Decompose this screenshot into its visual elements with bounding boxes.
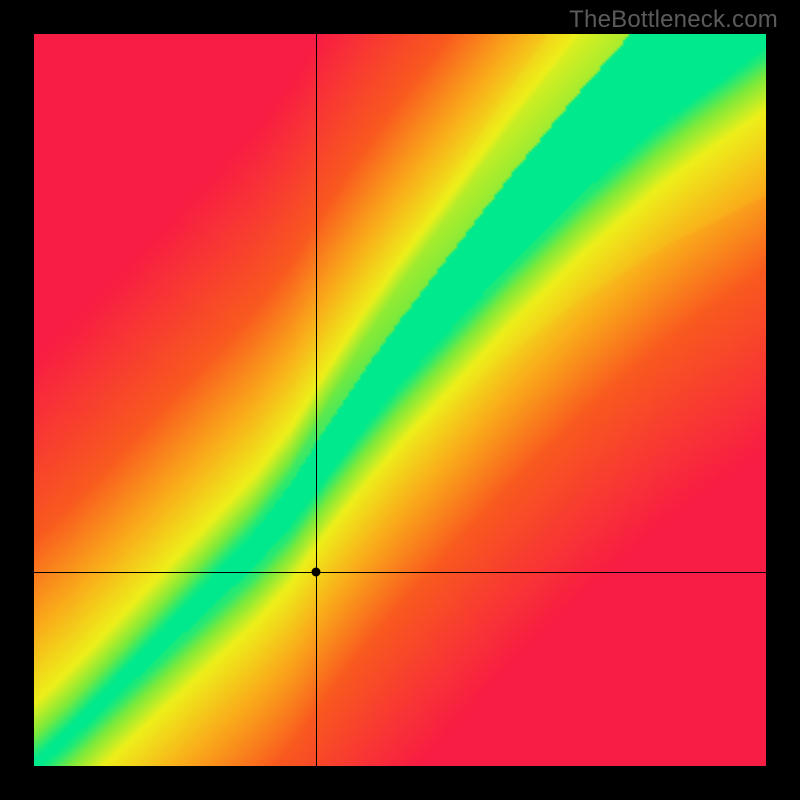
bottleneck-heatmap [34,34,766,766]
crosshair-vertical [316,34,317,766]
crosshair-horizontal [34,572,766,573]
watermark-text: TheBottleneck.com [569,6,778,34]
plot-area [34,34,766,766]
current-point-marker [311,568,320,577]
